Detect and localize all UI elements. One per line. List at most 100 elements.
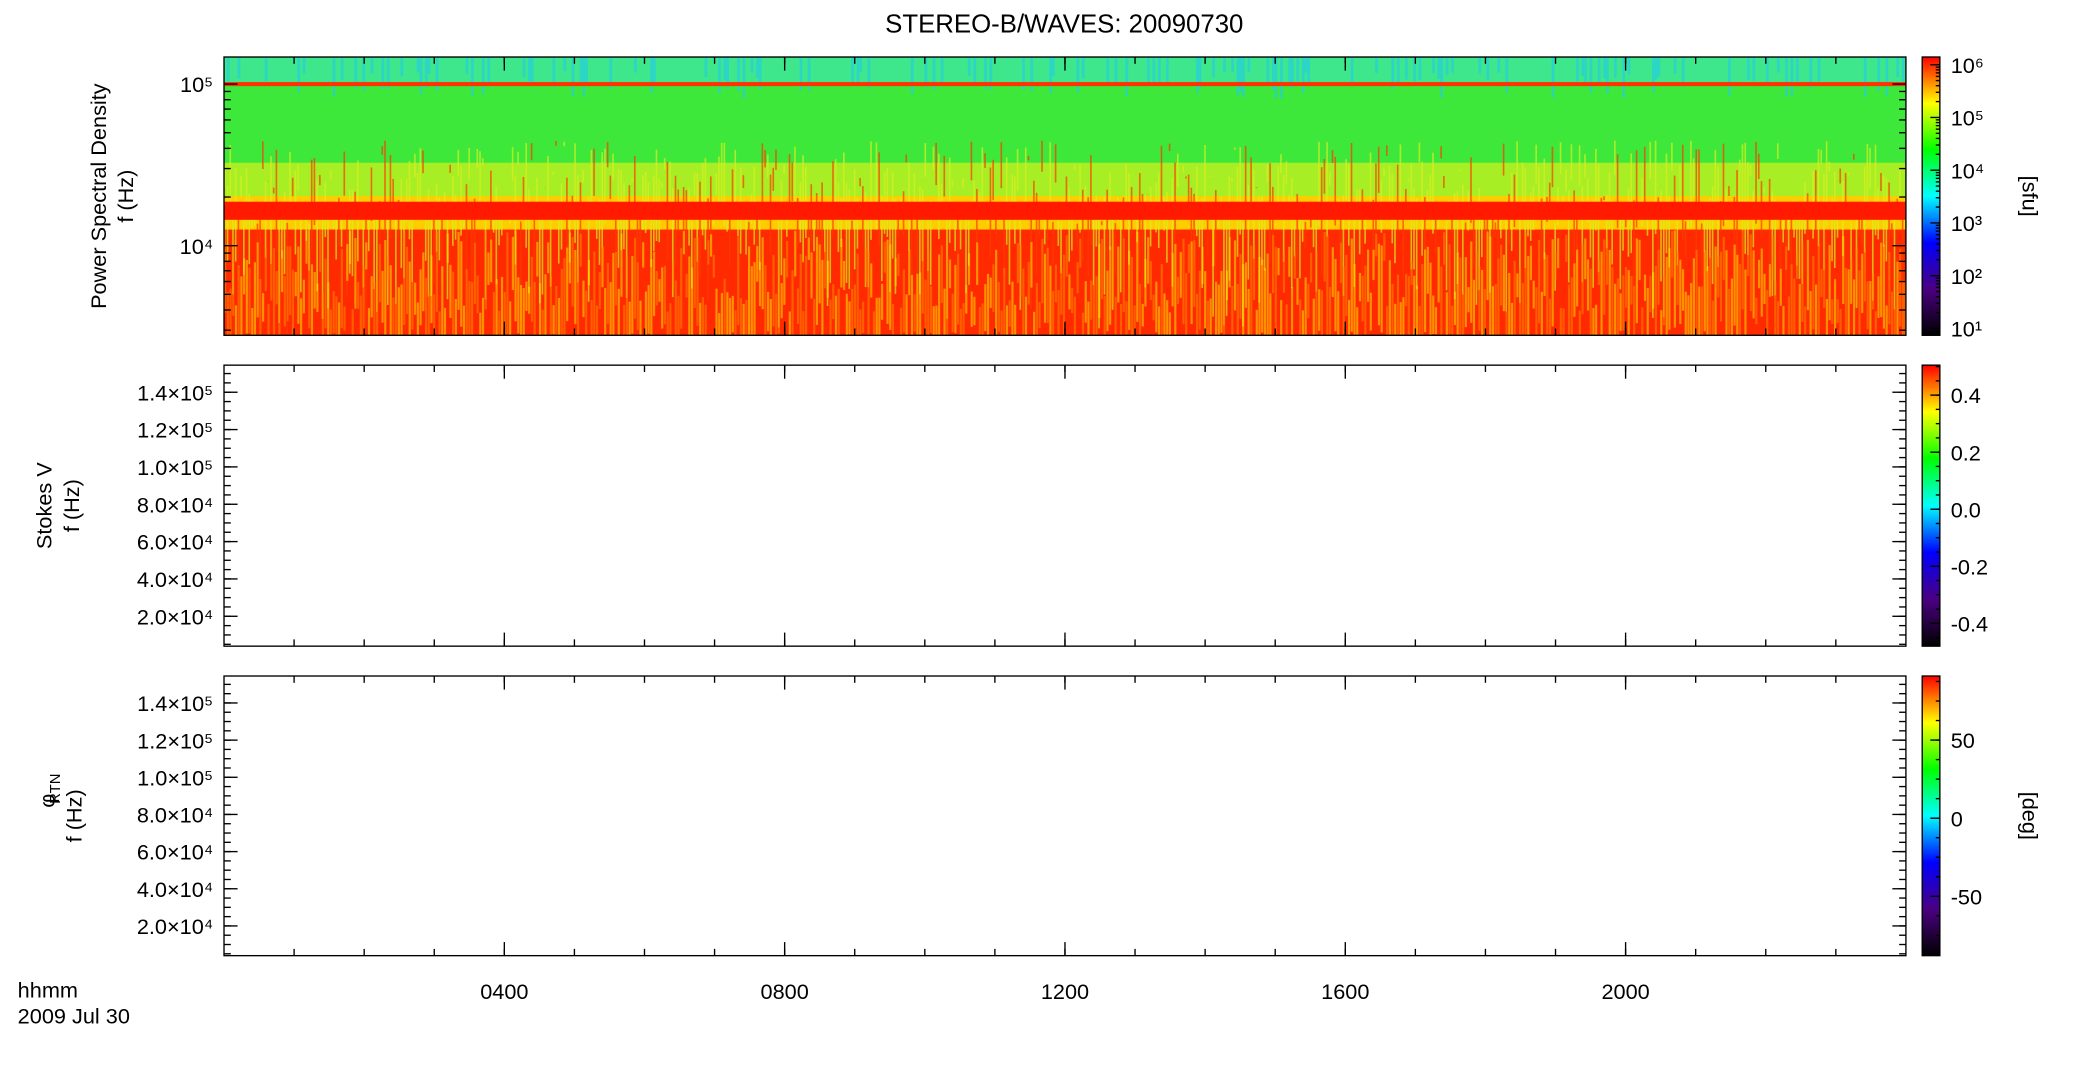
spectrogram-streak — [786, 212, 788, 237]
spectrogram-streak — [1825, 141, 1828, 226]
spectrogram-streak — [1269, 293, 1272, 336]
spectrogram-streak — [726, 57, 729, 89]
spectrogram-streak — [745, 217, 747, 255]
spectrogram-streak — [690, 267, 694, 336]
spectrogram-streak — [471, 218, 473, 330]
spectrogram-streak — [1114, 57, 1118, 84]
spectrogram-streak — [748, 246, 751, 336]
spectrogram-streak — [362, 206, 365, 288]
spectrogram-streak — [1768, 178, 1771, 265]
spectrogram-streak — [348, 230, 352, 264]
spectrogram-streak — [1396, 274, 1400, 336]
spectrogram-streak — [1869, 281, 1872, 336]
spectrogram-streak — [1451, 305, 1454, 336]
spectrogram-streak — [395, 212, 397, 305]
spectrogram-streak — [1236, 57, 1240, 96]
spectrogram-streak — [1472, 279, 1476, 336]
spectrogram-streak — [932, 57, 936, 90]
spectrogram-streak — [481, 57, 485, 95]
spectrogram-streak — [1277, 248, 1280, 276]
spectrogram-streak — [1747, 236, 1750, 277]
spectrogram-streak — [297, 57, 301, 93]
spectrogram-streak — [397, 287, 400, 336]
spectrogram-streak — [1046, 212, 1049, 279]
spectrogram-streak — [1521, 283, 1524, 336]
spectrogram-streak — [378, 201, 381, 274]
spectrogram-streak — [859, 178, 861, 187]
spectrogram-streak — [1584, 57, 1587, 87]
spectrogram-streak — [332, 291, 335, 334]
spectrogram-streak — [1766, 57, 1769, 83]
spectrogram-streak — [1700, 223, 1703, 278]
spectrogram-streak — [367, 220, 370, 252]
spectrogram-streak — [1424, 197, 1426, 302]
colorbar-tick-label: -0.4 — [1951, 611, 1988, 636]
spectrogram-streak — [756, 208, 758, 259]
spectrogram-streak — [1174, 244, 1177, 336]
spectrogram-streak — [226, 185, 229, 263]
spectrogram-streak — [541, 202, 544, 295]
spectrogram-streak — [1364, 265, 1367, 336]
spectrogram-streak — [943, 288, 946, 336]
spectrogram-streak — [1187, 244, 1190, 274]
spectrogram-streak — [1263, 268, 1267, 336]
spectrogram-streak — [370, 57, 374, 74]
spectrogram-streak — [1399, 144, 1402, 219]
spectrogram-streak — [1562, 308, 1565, 336]
spectrogram-streak — [1681, 57, 1685, 87]
spectrogram-streak — [1752, 57, 1756, 81]
spectrogram-streak — [1228, 176, 1231, 281]
spectrogram-streak — [465, 184, 468, 278]
spectrogram-streak — [1339, 211, 1342, 255]
spectrogram-streak — [253, 213, 256, 227]
spectrogram-streak — [346, 243, 349, 281]
spectrogram-streak — [737, 205, 739, 237]
spectrogram-streak — [1312, 298, 1315, 336]
spectrogram-streak — [910, 211, 913, 291]
spectrogram-streak — [1033, 311, 1036, 336]
spectrogram-streak — [1095, 276, 1098, 336]
spectrogram-streak — [791, 162, 794, 202]
spectrogram-streak — [1643, 146, 1646, 212]
spectrogram-streak — [1671, 142, 1673, 171]
spectrogram-streak — [1624, 216, 1627, 228]
spectrogram-streak — [777, 241, 781, 334]
spectrogram-streak — [587, 259, 590, 286]
spectrogram-streak — [1749, 164, 1752, 176]
spectrogram-streak — [935, 142, 937, 186]
spectrogram-streak — [1546, 255, 1549, 335]
spectrogram-streak — [240, 276, 243, 336]
spectrogram-streak — [981, 147, 984, 216]
spectrogram-streak — [563, 257, 566, 336]
spectrogram-streak — [557, 201, 560, 264]
spectrogram-streak — [1540, 198, 1543, 299]
spectrogram-streak — [723, 57, 727, 81]
spectrogram-streak — [767, 291, 770, 332]
spectrogram-streak — [411, 280, 414, 330]
spectrogram-streak — [251, 307, 254, 336]
spectrogram-streak — [465, 269, 468, 336]
spectrogram-streak — [1304, 221, 1307, 248]
spectrogram-streak — [1043, 253, 1047, 323]
spectrogram-streak — [351, 309, 354, 336]
spectrogram-streak — [663, 158, 666, 170]
spectrogram-streak — [585, 57, 588, 84]
spectrogram-streak — [718, 156, 720, 207]
spectrogram-streak — [1339, 242, 1343, 283]
spectrogram-streak — [1204, 271, 1207, 336]
spectrogram-streak — [1071, 288, 1074, 314]
spectrogram-streak — [1880, 172, 1882, 192]
spectrogram-streak — [1328, 172, 1331, 186]
spectrogram-streak — [462, 305, 466, 336]
spectrogram-streak — [840, 238, 843, 288]
spectrogram-streak — [976, 242, 979, 285]
spectrogram-streak — [1223, 57, 1226, 72]
spectrogram-streak — [709, 234, 713, 257]
spectrogram-streak — [965, 284, 968, 314]
y-tick-label: 1.0×10⁵ — [137, 455, 213, 480]
spectrogram-streak — [628, 301, 631, 336]
spectrogram-streak — [973, 180, 975, 205]
spectrogram-streak — [962, 178, 965, 188]
spectrogram-streak — [490, 239, 493, 283]
spectrogram-streak — [386, 256, 390, 280]
